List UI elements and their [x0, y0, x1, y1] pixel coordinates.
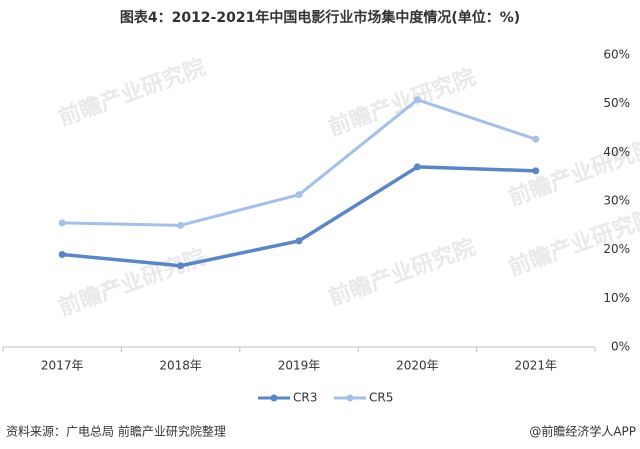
chart-title: 图表4：2012-2021年中国电影行业市场集中度情况(单位：%) [120, 9, 520, 26]
watermark: 前瞻产业研究院 [325, 64, 479, 141]
point [532, 135, 540, 143]
x-tick-label: 2018年 [159, 359, 202, 373]
point [295, 237, 303, 245]
source: 资料来源：广电总局 前瞻产业研究院整理 [6, 424, 226, 439]
y-tick-label: 50% [603, 96, 630, 110]
y-tick-label: 20% [603, 242, 630, 256]
watermark: 前瞻产业研究院 [55, 54, 209, 131]
point [58, 251, 66, 259]
point [413, 96, 421, 104]
watermark: 前瞻产业研究院 [325, 234, 479, 311]
series-line [62, 98, 537, 227]
y-tick-label: 40% [603, 145, 630, 159]
y-tick-label: 10% [603, 291, 630, 305]
y-tick-label: 30% [603, 194, 630, 208]
point [177, 221, 185, 229]
point [295, 191, 303, 199]
y-tick-label: 0% [611, 340, 630, 354]
legend-label: CR3 [293, 391, 317, 405]
legend-marker [346, 394, 354, 402]
x-tick-label: 2021年 [515, 359, 558, 373]
x-tick-label: 2019年 [278, 359, 321, 373]
x-tick-label: 2017年 [41, 359, 84, 373]
y-tick-label: 60% [603, 48, 630, 62]
credit: @前瞻经济学人APP [529, 424, 636, 439]
legend-label: CR5 [369, 391, 393, 405]
x-tick-label: 2020年 [396, 359, 439, 373]
legend-marker [270, 394, 278, 402]
point [58, 219, 66, 227]
point [177, 262, 185, 270]
point [532, 167, 540, 175]
point [413, 163, 421, 171]
